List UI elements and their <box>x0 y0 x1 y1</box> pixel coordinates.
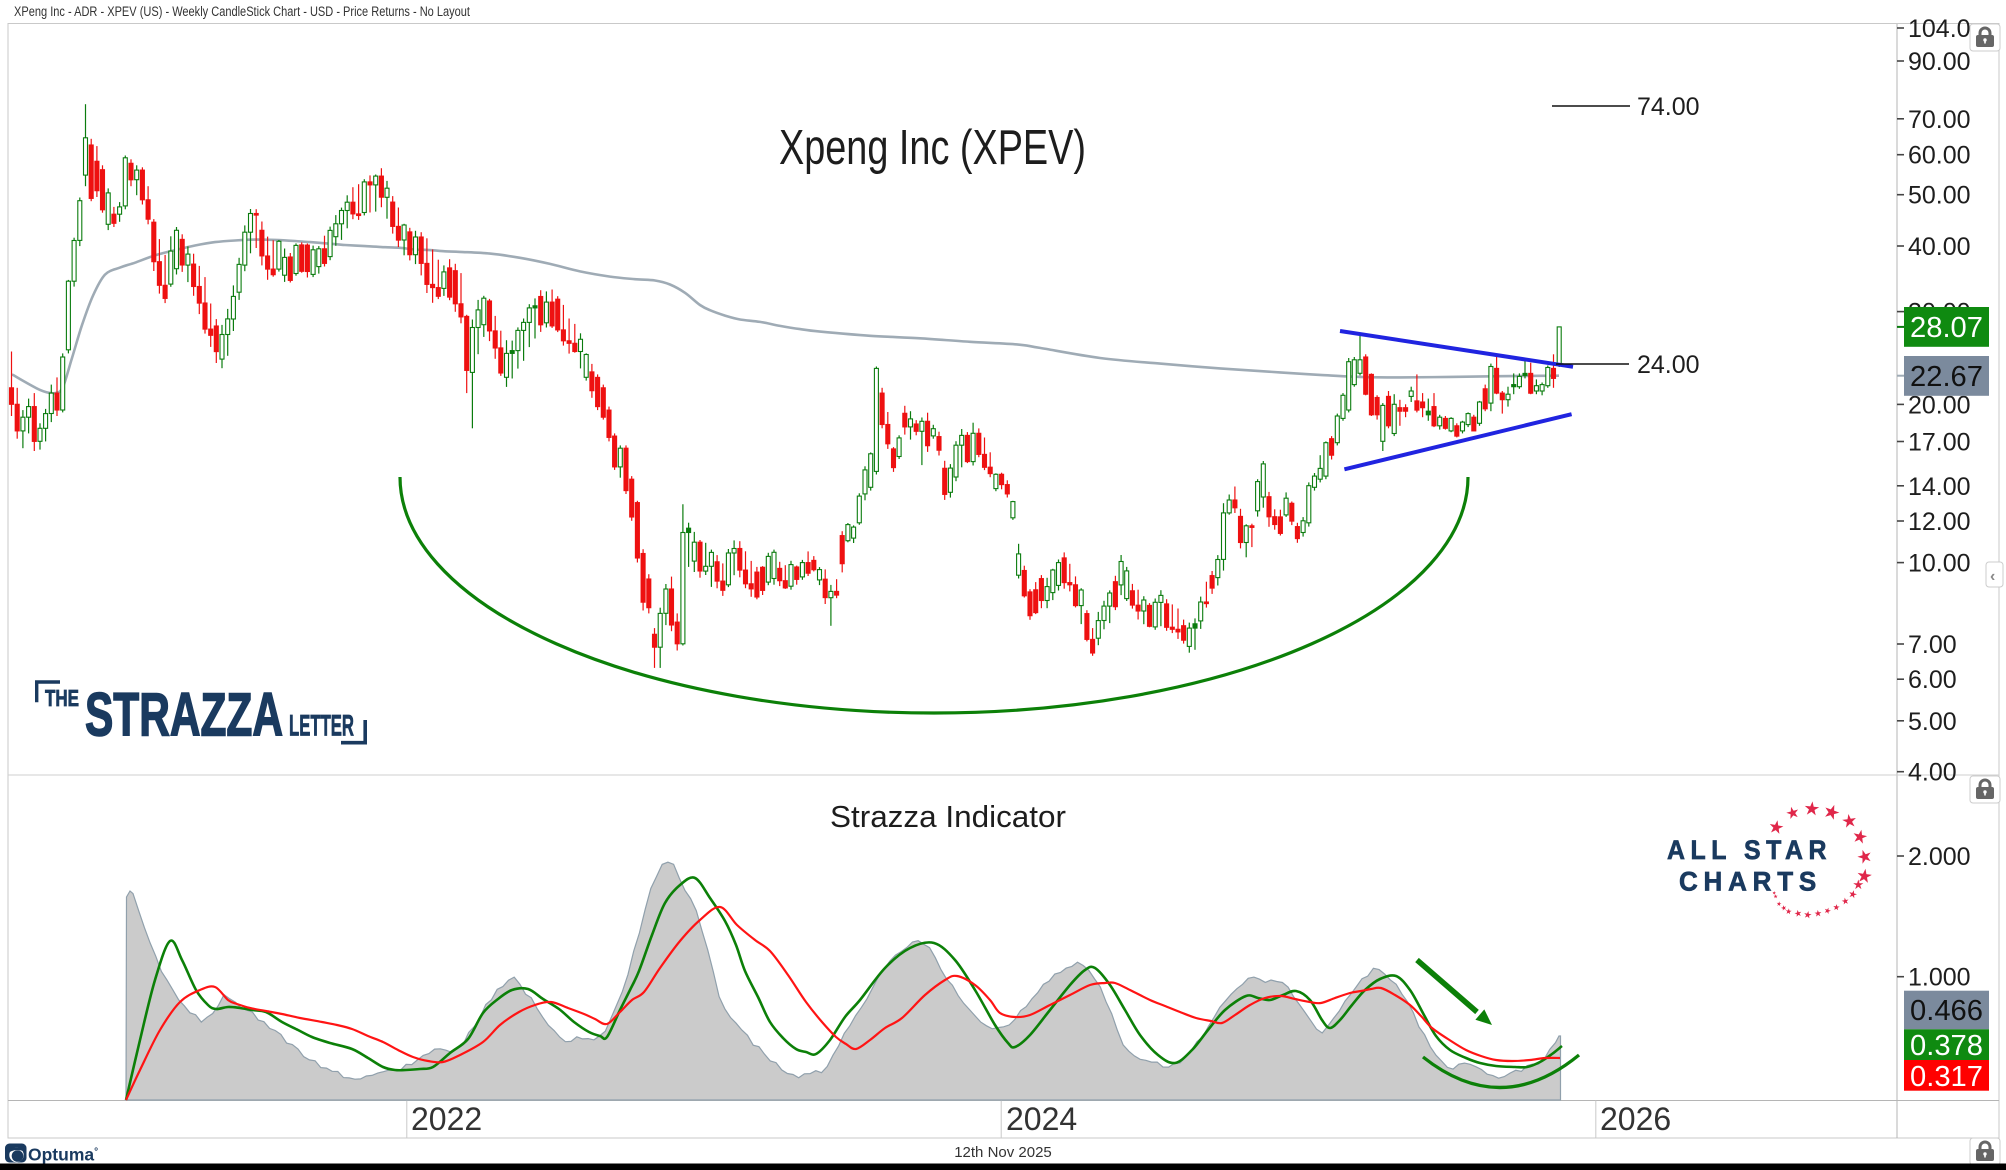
svg-text:6.00: 6.00 <box>1908 666 1957 694</box>
svg-text:‹: ‹ <box>1990 568 1995 585</box>
svg-text:XPeng Inc - ADR - XPEV (US) -: XPeng Inc - ADR - XPEV (US) - Weekly Can… <box>14 4 470 19</box>
svg-text:7.00: 7.00 <box>1908 631 1957 659</box>
svg-text:50.00: 50.00 <box>1908 182 1971 210</box>
svg-text:0.317: 0.317 <box>1910 1061 1983 1093</box>
svg-text:Optuma°: Optuma° <box>28 1145 98 1165</box>
svg-text:74.00: 74.00 <box>1637 93 1700 121</box>
svg-text:22.67: 22.67 <box>1910 361 1983 393</box>
svg-text:20.00: 20.00 <box>1908 391 1971 419</box>
svg-text:STRAZZA: STRAZZA <box>85 681 283 749</box>
svg-text:Strazza Indicator: Strazza Indicator <box>830 799 1066 834</box>
svg-text:40.00: 40.00 <box>1908 233 1971 261</box>
svg-text:LETTER: LETTER <box>289 710 354 743</box>
svg-text:17.00: 17.00 <box>1908 429 1971 457</box>
svg-text:24.00: 24.00 <box>1637 351 1700 379</box>
svg-text:90.00: 90.00 <box>1908 48 1971 76</box>
svg-text:12th Nov 2025: 12th Nov 2025 <box>954 1144 1052 1161</box>
svg-text:14.00: 14.00 <box>1908 473 1971 501</box>
svg-text:60.00: 60.00 <box>1908 142 1971 170</box>
svg-text:12.00: 12.00 <box>1908 508 1971 536</box>
svg-text:CHARTS: CHARTS <box>1679 866 1822 896</box>
svg-text:0.378: 0.378 <box>1910 1030 1983 1062</box>
svg-text:2026: 2026 <box>1600 1101 1671 1137</box>
svg-text:Xpeng Inc (XPEV): Xpeng Inc (XPEV) <box>779 120 1086 175</box>
svg-text:5.00: 5.00 <box>1908 708 1957 736</box>
svg-text:10.00: 10.00 <box>1908 550 1971 578</box>
svg-text:1.000: 1.000 <box>1908 964 1971 992</box>
svg-text:2024: 2024 <box>1006 1101 1077 1137</box>
svg-text:28.07: 28.07 <box>1910 312 1983 344</box>
svg-text:0.466: 0.466 <box>1910 995 1983 1027</box>
svg-text:4.00: 4.00 <box>1908 759 1957 787</box>
svg-text:104.0: 104.0 <box>1908 15 1971 43</box>
svg-text:2022: 2022 <box>411 1101 482 1137</box>
svg-text:2.000: 2.000 <box>1908 843 1971 871</box>
svg-text:THE: THE <box>45 685 79 711</box>
svg-text:ALL STAR: ALL STAR <box>1667 835 1832 865</box>
svg-text:70.00: 70.00 <box>1908 106 1971 134</box>
